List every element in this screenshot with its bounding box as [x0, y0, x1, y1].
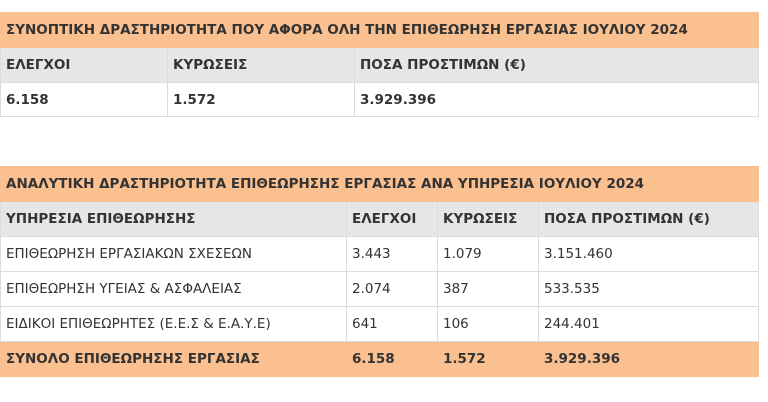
summary-table: ΣΥΝΟΠΤΙΚΗ ΔΡΑΣΤΗΡΙΟΤΗΤΑ ΠΟΥ ΑΦΟΡΑ ΟΛΗ ΤΗ… [0, 12, 759, 117]
row-service: ΕΠΙΘΕΩΡΗΣΗ ΥΓΕΙΑΣ & ΑΣΦΑΛΕΙΑΣ [0, 271, 347, 307]
row-sanctions: 106 [437, 306, 539, 342]
total-label: ΣΥΝΟΛΟ ΕΠΙΘΕΩΡΗΣΗΣ ΕΡΓΑΣΙΑΣ [0, 341, 347, 377]
row-sanctions: 387 [437, 271, 539, 307]
summary-header-checks: ΕΛΕΓΧΟΙ [0, 47, 168, 83]
row-checks: 2.074 [346, 271, 438, 307]
row-checks: 3.443 [346, 236, 438, 272]
row-sanctions: 1.079 [437, 236, 539, 272]
summary-header-row: ΕΛΕΓΧΟΙ ΚΥΡΩΣΕΙΣ ΠΟΣΑ ΠΡΟΣΤΙΜΩΝ (€) [0, 47, 759, 83]
summary-value-sanctions: 1.572 [167, 82, 355, 117]
row-checks: 641 [346, 306, 438, 342]
total-sanctions: 1.572 [437, 341, 539, 377]
summary-title-row: ΣΥΝΟΠΤΙΚΗ ΔΡΑΣΤΗΡΙΟΤΗΤΑ ΠΟΥ ΑΦΟΡΑ ΟΛΗ ΤΗ… [0, 12, 759, 48]
total-fines: 3.929.396 [537, 341, 760, 377]
row-fines: 3.151.460 [537, 236, 760, 272]
detail-header-service: ΥΠΗΡΕΣΙΑ ΕΠΙΘΕΩΡΗΣΗΣ [0, 201, 347, 237]
detail-header-checks: ΕΛΕΓΧΟΙ [346, 201, 438, 237]
summary-value-fines: 3.929.396 [354, 82, 759, 117]
table-row: ΕΙΔΙΚΟΙ ΕΠΙΘΕΩΡΗΤΕΣ (Ε.Ε.Σ & Ε.Α.Υ.Ε) 64… [0, 306, 760, 342]
summary-title: ΣΥΝΟΠΤΙΚΗ ΔΡΑΣΤΗΡΙΟΤΗΤΑ ΠΟΥ ΑΦΟΡΑ ΟΛΗ ΤΗ… [0, 12, 759, 48]
detail-header-row: ΥΠΗΡΕΣΙΑ ΕΠΙΘΕΩΡΗΣΗΣ ΕΛΕΓΧΟΙ ΚΥΡΩΣΕΙΣ ΠΟ… [0, 201, 760, 237]
summary-header-fines: ΠΟΣΑ ΠΡΟΣΤΙΜΩΝ (€) [354, 47, 759, 83]
total-checks: 6.158 [346, 341, 438, 377]
summary-header-sanctions: ΚΥΡΩΣΕΙΣ [167, 47, 355, 83]
detail-title-row: ΑΝΑΛΥΤΙΚΗ ΔΡΑΣΤΗΡΙΟΤΗΤΑ ΕΠΙΘΕΩΡΗΣΗΣ ΕΡΓΑ… [0, 166, 760, 202]
row-fines: 244.401 [537, 306, 760, 342]
summary-value-row: 6.158 1.572 3.929.396 [0, 82, 759, 117]
detail-title: ΑΝΑΛΥΤΙΚΗ ΔΡΑΣΤΗΡΙΟΤΗΤΑ ΕΠΙΘΕΩΡΗΣΗΣ ΕΡΓΑ… [0, 166, 760, 202]
total-row: ΣΥΝΟΛΟ ΕΠΙΘΕΩΡΗΣΗΣ ΕΡΓΑΣΙΑΣ 6.158 1.572 … [0, 341, 760, 377]
row-service: ΕΠΙΘΕΩΡΗΣΗ ΕΡΓΑΣΙΑΚΩΝ ΣΧΕΣΕΩΝ [0, 236, 347, 272]
detail-table: ΑΝΑΛΥΤΙΚΗ ΔΡΑΣΤΗΡΙΟΤΗΤΑ ΕΠΙΘΕΩΡΗΣΗΣ ΕΡΓΑ… [0, 166, 760, 377]
row-fines: 533.535 [537, 271, 760, 307]
row-service: ΕΙΔΙΚΟΙ ΕΠΙΘΕΩΡΗΤΕΣ (Ε.Ε.Σ & Ε.Α.Υ.Ε) [0, 306, 347, 342]
table-row: ΕΠΙΘΕΩΡΗΣΗ ΥΓΕΙΑΣ & ΑΣΦΑΛΕΙΑΣ 2.074 387 … [0, 271, 760, 307]
table-row: ΕΠΙΘΕΩΡΗΣΗ ΕΡΓΑΣΙΑΚΩΝ ΣΧΕΣΕΩΝ 3.443 1.07… [0, 236, 760, 272]
summary-value-checks: 6.158 [0, 82, 168, 117]
detail-header-sanctions: ΚΥΡΩΣΕΙΣ [437, 201, 539, 237]
detail-header-fines: ΠΟΣΑ ΠΡΟΣΤΙΜΩΝ (€) [537, 201, 760, 237]
